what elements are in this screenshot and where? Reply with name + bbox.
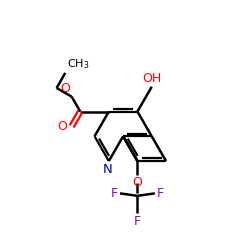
Text: F: F bbox=[157, 187, 164, 200]
Text: OH: OH bbox=[142, 72, 162, 85]
Text: N: N bbox=[103, 163, 113, 176]
Text: F: F bbox=[111, 187, 118, 200]
Text: CH$_3$: CH$_3$ bbox=[66, 58, 89, 71]
Text: O: O bbox=[132, 176, 142, 189]
Text: F: F bbox=[134, 215, 141, 228]
Text: O: O bbox=[57, 120, 67, 133]
Text: O: O bbox=[60, 82, 70, 95]
